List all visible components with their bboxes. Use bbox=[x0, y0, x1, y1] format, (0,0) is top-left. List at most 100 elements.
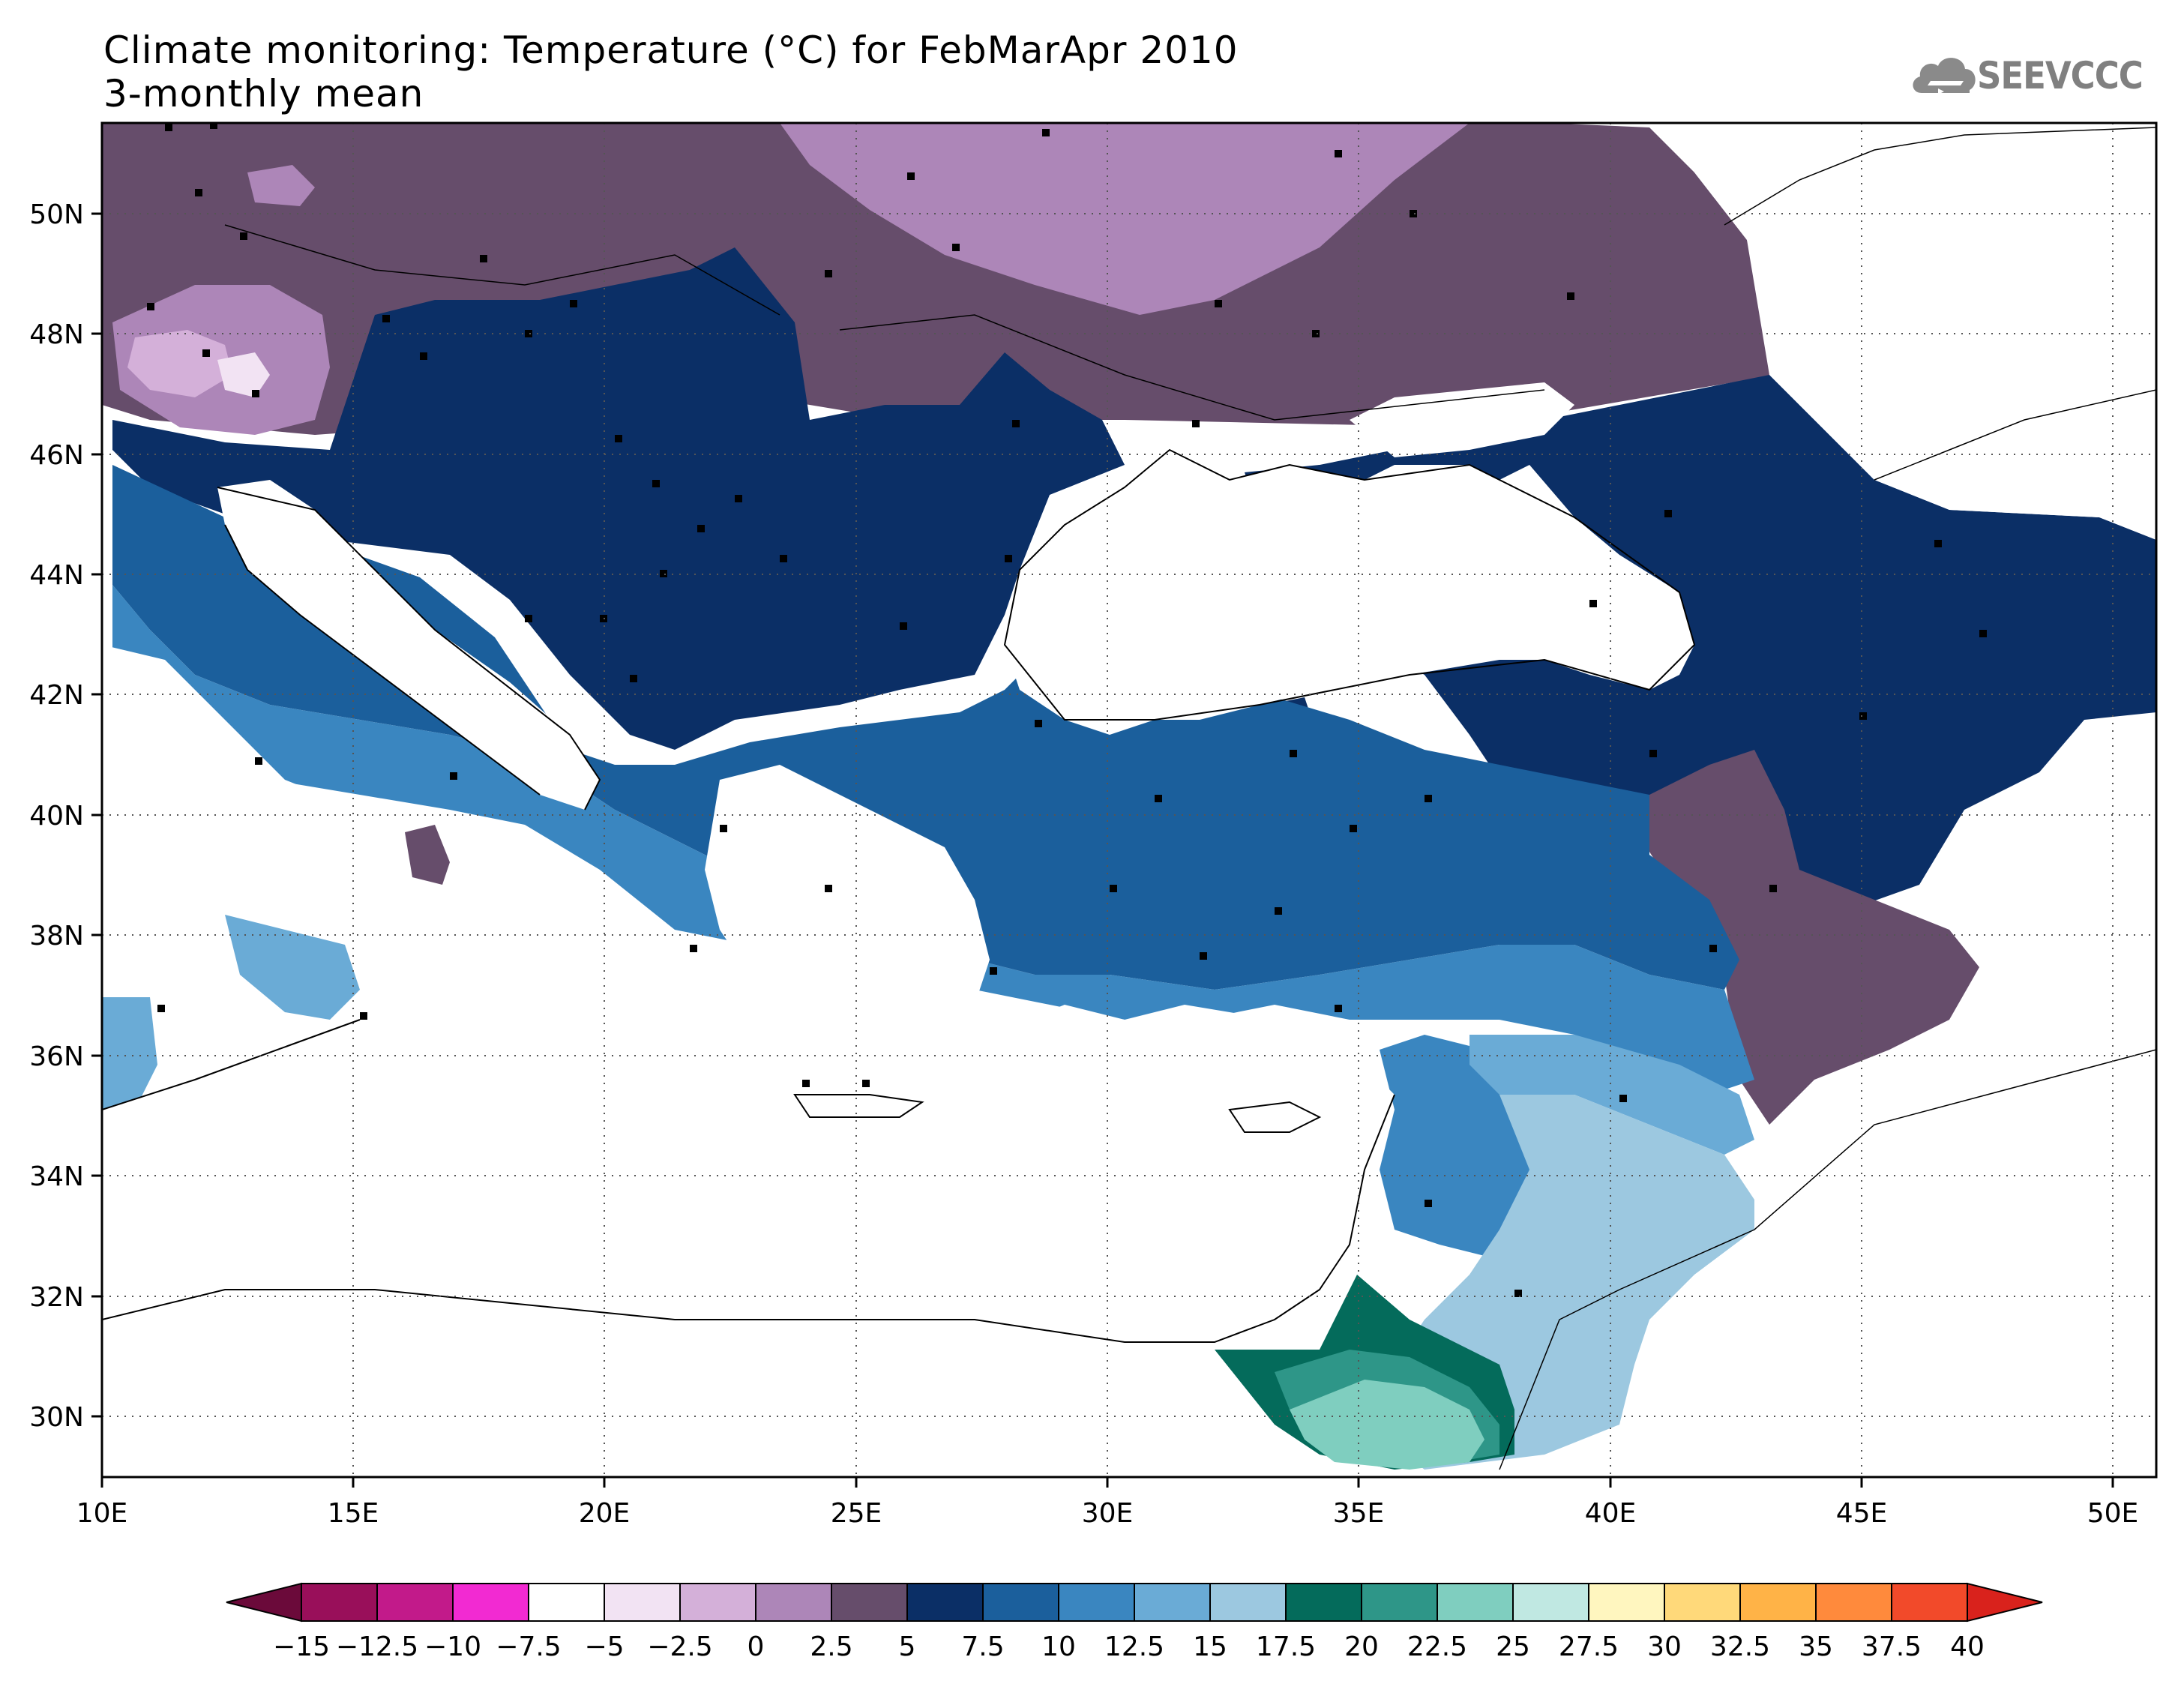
logo-text: SEEVCCC bbox=[1977, 54, 2144, 97]
black-sea bbox=[1005, 450, 1694, 735]
lon-label: 30E bbox=[1082, 1498, 1134, 1529]
map-title: Climate monitoring: Temperature (°C) for… bbox=[103, 28, 1239, 115]
band-2.5-5-calabria bbox=[405, 825, 450, 885]
lat-label: 50N bbox=[29, 199, 84, 230]
lat-label: 48N bbox=[29, 319, 84, 350]
colorbar-swatch bbox=[1739, 1583, 1817, 1622]
lon-label: 45E bbox=[1836, 1498, 1888, 1529]
colorbar-tick-label: −15 bbox=[273, 1632, 330, 1662]
colorbar-tick-label: 32.5 bbox=[1710, 1632, 1770, 1662]
colorbar-tick-label: 10 bbox=[1041, 1632, 1076, 1662]
map-frame bbox=[100, 121, 2158, 1479]
colorbar-swatch bbox=[1512, 1583, 1589, 1622]
colorbar-tick-label: 5 bbox=[899, 1632, 916, 1662]
colorbar-swatch bbox=[679, 1583, 756, 1622]
colorbar-swatch bbox=[1815, 1583, 1892, 1622]
lon-label: 40E bbox=[1585, 1498, 1637, 1529]
colorbar-swatch bbox=[755, 1583, 832, 1622]
colorbar-tick-label: 22.5 bbox=[1407, 1632, 1467, 1662]
colorbar-tick-label: 17.5 bbox=[1256, 1632, 1316, 1662]
lat-labels: 30N 32N 34N 36N 38N 40N 42N 44N 46N 48N … bbox=[29, 199, 84, 1433]
colorbar-tick-label: 30 bbox=[1647, 1632, 1682, 1662]
band-7.5-10 bbox=[112, 465, 1739, 990]
colorbar-tick-label: 40 bbox=[1950, 1632, 1985, 1662]
temperature-field bbox=[102, 123, 2156, 1477]
axis-ticks bbox=[91, 212, 2114, 1488]
lat-label: 32N bbox=[29, 1282, 84, 1313]
colorbar-swatch bbox=[452, 1583, 529, 1622]
lon-label: 10E bbox=[76, 1498, 128, 1529]
colorbar-swatch bbox=[831, 1583, 908, 1622]
colorbar-tick-label: −10 bbox=[424, 1632, 481, 1662]
band-minus2.5-0-b bbox=[127, 330, 232, 397]
gridlines bbox=[102, 123, 2156, 1477]
colorbar-tick-label: 37.5 bbox=[1862, 1632, 1922, 1662]
band-2.5-5-east bbox=[1642, 750, 1979, 1125]
azov-area bbox=[1350, 382, 1574, 457]
colorbar-swatch bbox=[528, 1583, 605, 1622]
colorbar-low-arrow bbox=[226, 1582, 302, 1623]
seevccc-logo: SEEVCCC bbox=[1908, 46, 2171, 105]
colorbar-swatch bbox=[1437, 1583, 1514, 1622]
colorbar-swatch bbox=[1891, 1583, 1968, 1622]
adriatic-sea bbox=[217, 480, 600, 810]
colorbar-swatch bbox=[1134, 1583, 1211, 1622]
colorbar-tick-label: 20 bbox=[1344, 1632, 1379, 1662]
coastlines bbox=[102, 127, 2156, 1470]
tyrrhenian-sea bbox=[102, 645, 405, 915]
lat-label: 36N bbox=[29, 1041, 84, 1072]
colorbar-tick-label: −2.5 bbox=[647, 1632, 712, 1662]
colorbar-tick-label: 0 bbox=[747, 1632, 765, 1662]
lon-label: 50E bbox=[2087, 1498, 2139, 1529]
title-line-2: 3-monthly mean bbox=[103, 72, 424, 115]
colorbar-swatch bbox=[982, 1583, 1059, 1622]
colorbar-swatch bbox=[1285, 1583, 1362, 1622]
mediterranean-sea bbox=[102, 997, 1395, 1342]
colorbar-tick-label: 2.5 bbox=[810, 1632, 852, 1662]
colorbar-tick-label: 25 bbox=[1496, 1632, 1530, 1662]
colorbar-high-arrow bbox=[1967, 1582, 2043, 1623]
station-markers bbox=[147, 123, 1987, 1297]
gulf-region bbox=[1619, 1050, 2156, 1477]
lon-label: 15E bbox=[328, 1498, 379, 1529]
colorbar-swatch bbox=[604, 1583, 681, 1622]
colorbar-tick-label: 7.5 bbox=[961, 1632, 1004, 1662]
band-5-7.5 bbox=[112, 247, 1125, 750]
band-12.5-15-west bbox=[102, 997, 157, 1110]
band-12.5-15-south bbox=[225, 915, 360, 1020]
title-line-1: Climate monitoring: Temperature (°C) for… bbox=[103, 28, 1239, 72]
lon-labels: 10E 15E 20E 25E 30E 35E 40E 45E 50E bbox=[76, 1498, 2139, 1529]
colorbar-tick-label: 35 bbox=[1799, 1632, 1833, 1662]
colorbar-swatch bbox=[1209, 1583, 1287, 1622]
cloud-logo-icon bbox=[1913, 58, 1976, 94]
band-0-2.5-d bbox=[247, 165, 315, 206]
band-22.5-25 bbox=[1290, 1380, 1484, 1470]
colorbar-swatch bbox=[1361, 1583, 1438, 1622]
lat-label: 42N bbox=[29, 680, 84, 711]
colorbar-tick-label: 27.5 bbox=[1559, 1632, 1619, 1662]
colorbar-swatch bbox=[301, 1583, 378, 1622]
colorbar-swatch bbox=[376, 1583, 454, 1622]
colorbar-swatch bbox=[1058, 1583, 1135, 1622]
lon-label: 20E bbox=[579, 1498, 631, 1529]
lat-label: 38N bbox=[29, 921, 84, 951]
lat-label: 44N bbox=[29, 560, 84, 591]
colorbar-tick-label: 12.5 bbox=[1104, 1632, 1164, 1662]
colorbar-tick-label: −7.5 bbox=[496, 1632, 561, 1662]
colorbar-tick-label: 15 bbox=[1193, 1632, 1227, 1662]
lon-label: 35E bbox=[1333, 1498, 1385, 1529]
lat-label: 34N bbox=[29, 1161, 84, 1192]
lat-label: 30N bbox=[29, 1402, 84, 1433]
lat-label: 46N bbox=[29, 440, 84, 471]
colorbar-swatch bbox=[1588, 1583, 1665, 1622]
colorbar-swatch bbox=[1664, 1583, 1741, 1622]
northeast-unshaded bbox=[1694, 123, 2156, 540]
band-0-2.5-a bbox=[780, 123, 1469, 315]
band-12.5-15-syria bbox=[1469, 1035, 1754, 1155]
lon-label: 25E bbox=[831, 1498, 882, 1529]
band-minus5-minus2.5-b bbox=[217, 352, 270, 397]
north-africa bbox=[102, 1290, 1215, 1477]
aegean-sea bbox=[705, 765, 990, 1020]
lat-label: 40N bbox=[29, 801, 84, 832]
